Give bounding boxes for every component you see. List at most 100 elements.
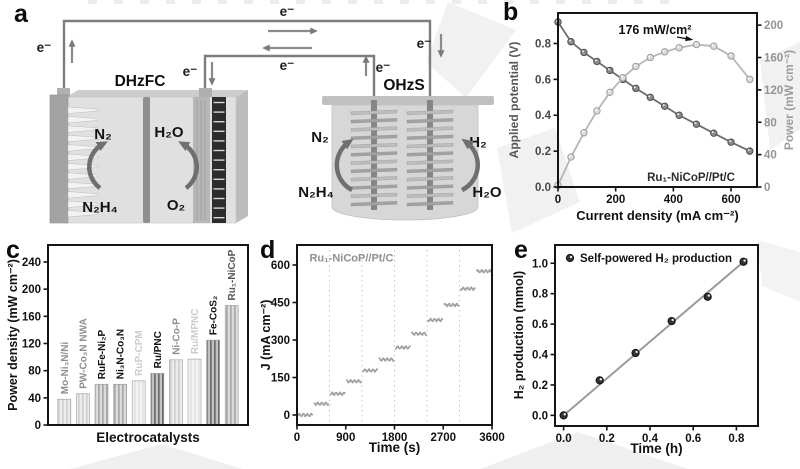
stack-fin (406, 159, 454, 165)
x-tick-label: 3600 (479, 432, 505, 444)
step-dot (343, 391, 346, 394)
step-dot (303, 413, 306, 416)
step-dot (380, 359, 383, 362)
step-dot (413, 333, 416, 336)
data-point (595, 376, 604, 385)
step-dot (394, 347, 397, 350)
step-dot (314, 403, 317, 407)
dhzfc-cell: DHzFC N₂ N₂H₄ H₂O O₂ (49, 73, 248, 224)
electrolyzer-title: OHzS (383, 77, 424, 94)
fin (67, 200, 99, 208)
ohzs-anode-reaction-arrow (334, 138, 354, 192)
bar-label: Ru₁-NiCoP (227, 249, 238, 300)
marker-highlight (594, 108, 597, 111)
inner-wire (203, 54, 376, 109)
step-dot (364, 368, 367, 371)
y-tick-label: 0 (284, 410, 290, 422)
sample-label: Ru₁-NiCoP//Pt/C (309, 252, 393, 264)
fc-anode-reaction-arrow (86, 141, 108, 190)
fin (67, 116, 99, 124)
step-dot (460, 288, 464, 291)
stack-fin (350, 126, 398, 132)
legend-label: Self-powered H₂ production (580, 253, 732, 265)
stack-fin (406, 192, 454, 198)
data-point (631, 348, 640, 358)
step-dot (437, 317, 440, 320)
stack-fin (350, 167, 398, 174)
cropped-text-fragment (88, 0, 678, 4)
stack-fin (406, 184, 454, 190)
fit-line (562, 257, 748, 417)
step-dot (464, 288, 467, 292)
electron-label: e⁻ (280, 4, 295, 19)
circuit-wires (62, 19, 432, 109)
step-dot (359, 381, 362, 384)
y-tick-label: 150 (271, 373, 290, 385)
y-tick-label: 0.2 (535, 146, 551, 158)
data-point (567, 38, 575, 46)
step-dot (298, 412, 301, 415)
x-tick-label: 600 (721, 194, 740, 206)
x-tick-label: 2700 (430, 432, 456, 444)
step-dot (383, 358, 386, 361)
y-axis-label-right: Power (mW cm⁻²) (782, 50, 796, 150)
fuel-cell-title: DHzFC (115, 73, 166, 90)
step-dot (485, 269, 488, 272)
step-dot (441, 318, 444, 321)
step-dot (354, 379, 357, 382)
y-tick-label: 0.8 (535, 38, 552, 50)
stack-fin (406, 134, 454, 140)
marker-highlight (599, 378, 603, 381)
data-point (746, 75, 754, 84)
bar (169, 359, 183, 426)
sample-label: Ru₁-NiCoP//Pt/C (647, 172, 735, 184)
stack-fin (406, 201, 454, 207)
step-dot (376, 368, 379, 371)
marker-highlight (707, 294, 710, 297)
step-dot (391, 358, 394, 361)
stack-fin (350, 192, 398, 198)
anode-stack-fins (350, 109, 398, 207)
step-dot (411, 331, 414, 334)
step-dot (335, 391, 338, 394)
step-dot (337, 393, 340, 396)
x-tick-label: 0.4 (642, 433, 659, 445)
y-tick-label: 450 (271, 298, 290, 310)
step-dot (348, 380, 351, 383)
vessel-lid (322, 96, 494, 105)
x-tick-label: 0.8 (728, 433, 745, 445)
marker-highlight (662, 49, 665, 52)
x-tick-label: 0 (555, 194, 561, 206)
step-dot (428, 319, 431, 322)
step-dot (357, 378, 360, 382)
step-dot (402, 347, 405, 350)
step-dot (439, 319, 442, 323)
plot-frame (554, 244, 759, 427)
bar-label: PW-Co₃N NWA (78, 318, 89, 389)
marker-highlight (581, 130, 584, 133)
step-dot (313, 402, 316, 405)
step-dot (324, 401, 328, 404)
step-dot (319, 403, 322, 406)
marker-highlight (594, 59, 597, 62)
step-dot (329, 393, 332, 396)
step-dot (372, 368, 375, 371)
y-tick-label-right: 0 (764, 182, 770, 194)
bar-label: RuFe-Ni₂P (97, 329, 108, 379)
bar (150, 373, 165, 426)
anode-tab (57, 88, 70, 97)
stack-fin (350, 151, 398, 157)
data-point (619, 74, 627, 82)
x-tick-label: 0 (294, 432, 300, 444)
peak-power-annotation: 176 mW/cm² (619, 23, 692, 37)
stack-fin (350, 176, 398, 182)
bar (57, 398, 72, 426)
x-axis-label: Time (s) (369, 440, 421, 455)
y-tick-label-right: 80 (764, 117, 777, 129)
bar-label: Ni-Co-P (171, 318, 182, 355)
step-dot (477, 269, 480, 272)
step-dot (327, 403, 330, 406)
x-tick-label: 0.0 (556, 433, 572, 445)
bar (94, 383, 109, 426)
